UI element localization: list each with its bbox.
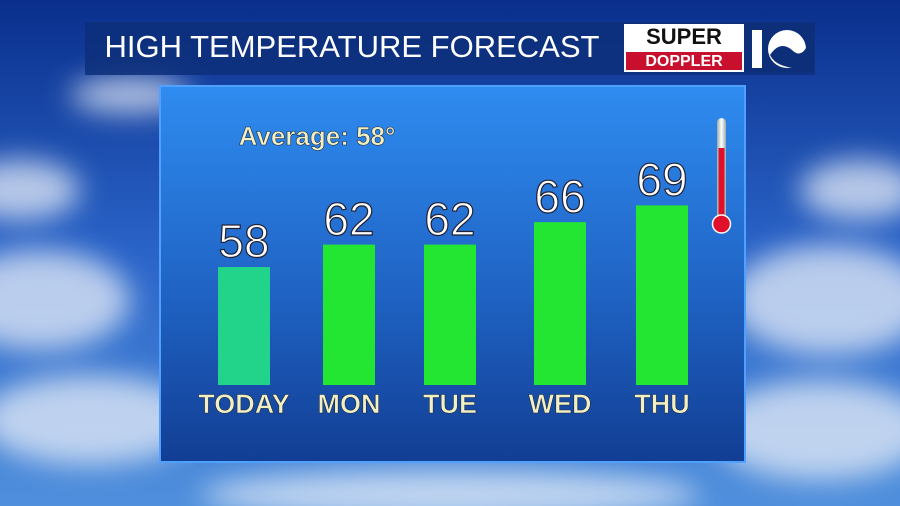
bar <box>218 267 270 385</box>
category-label: WED <box>529 389 592 419</box>
logo-top: SUPER <box>646 24 722 49</box>
logo-bottom: DOPPLER <box>645 53 723 70</box>
annotation: Average: 58° <box>239 121 396 151</box>
category-label: THU <box>634 389 690 419</box>
category-label: MON <box>318 389 381 419</box>
thermometer-bulb <box>711 214 732 234</box>
bar <box>534 222 586 385</box>
bar <box>636 205 688 385</box>
category-label: TUE <box>423 389 477 419</box>
logo-emblem-wave <box>770 46 806 68</box>
logo-emblem-one <box>752 30 762 68</box>
logo-band <box>626 52 742 70</box>
bar <box>323 244 375 385</box>
value-label: 58 <box>218 215 269 267</box>
bar <box>424 244 476 385</box>
value-label: 69 <box>636 154 687 206</box>
thermometer-mercury <box>718 148 725 223</box>
station-logo: SUPER DOPPLER <box>624 24 814 72</box>
value-label: 62 <box>323 193 374 245</box>
thermometer <box>711 118 732 234</box>
category-label: TODAY <box>198 389 290 419</box>
title: HIGH TEMPERATURE FORECAST <box>105 29 600 64</box>
clouds <box>0 77 900 506</box>
value-label: 66 <box>534 170 585 222</box>
value-label: 62 <box>424 193 475 245</box>
